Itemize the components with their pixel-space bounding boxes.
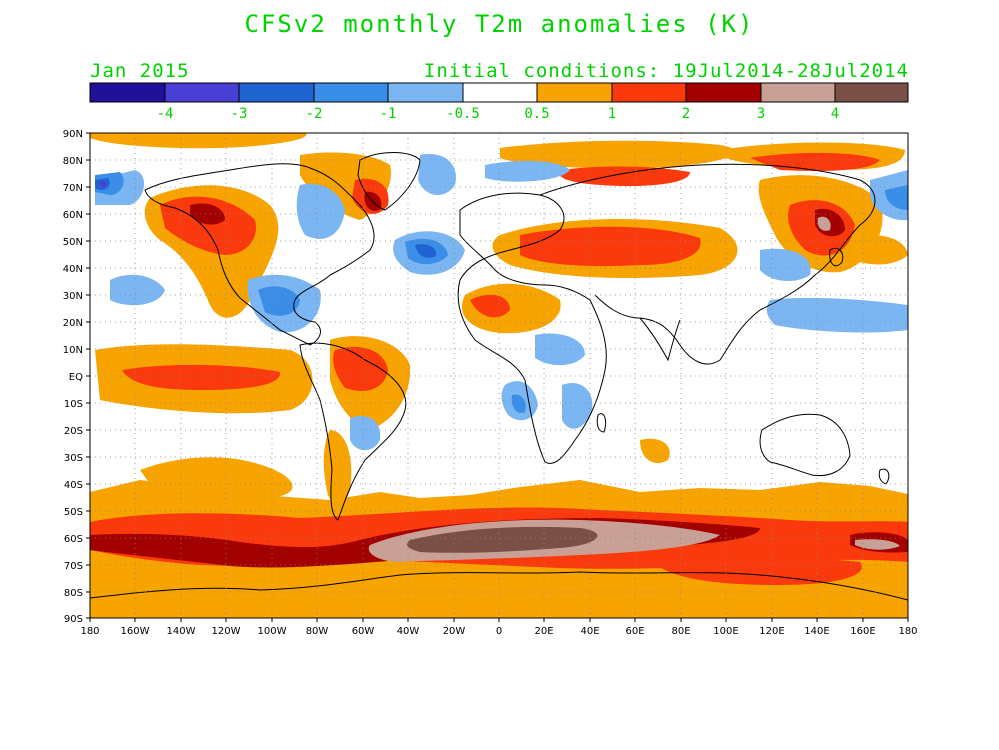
anomaly-violet-regions	[99, 181, 107, 188]
lon-label: 180	[898, 626, 917, 637]
colorbar-bin	[463, 83, 537, 102]
colorbar-bin	[90, 83, 165, 102]
anomaly-brown-regions	[368, 216, 900, 562]
lon-label: 160W	[121, 626, 150, 637]
map-title: CFSv2 monthly T2m anomalies (K)	[244, 10, 755, 38]
lon-label: 60W	[352, 626, 375, 637]
colorbar-bin	[761, 83, 835, 102]
lon-label: 120E	[759, 626, 784, 637]
lat-label: 80N	[63, 156, 83, 167]
colorbar-bin	[835, 83, 908, 102]
colorbar-bin	[314, 83, 388, 102]
forecast-month: Jan 2015	[90, 60, 190, 82]
lat-label: 20N	[63, 318, 83, 329]
map-panel	[90, 133, 908, 618]
lat-label: 20S	[64, 426, 83, 437]
lat-label: 10N	[63, 345, 83, 356]
colorbar-tick-label: -4	[157, 106, 174, 122]
lon-label: 100W	[258, 626, 287, 637]
lat-label: 60N	[63, 210, 83, 221]
colorbar: -4 -3 -2 -1 -0.5 0.5 1 2 3 4	[89, 82, 909, 122]
lon-label: 120W	[212, 626, 241, 637]
lon-label: 140E	[804, 626, 829, 637]
colorbar-bin	[612, 83, 686, 102]
lon-label: 20W	[443, 626, 466, 637]
lon-label: 40E	[580, 626, 599, 637]
lat-label: 70S	[64, 561, 83, 572]
lon-label: 160E	[850, 626, 875, 637]
colorbar-bin	[239, 83, 314, 102]
lon-label: 80E	[671, 626, 690, 637]
colorbar-tick-label: 0.5	[524, 106, 549, 122]
colorbar-tick-label: 3	[757, 106, 765, 122]
lon-label: 100E	[713, 626, 738, 637]
colorbar-tick-label: -1	[380, 106, 397, 122]
lon-label: 40W	[397, 626, 420, 637]
lat-label: 50S	[64, 507, 83, 518]
colorbar-tick-label: 1	[608, 106, 616, 122]
colorbar-bin	[686, 83, 761, 102]
lon-label: 20E	[534, 626, 553, 637]
colorbar-bin	[388, 83, 463, 102]
lat-label: 60S	[64, 534, 83, 545]
colorbar-bin	[165, 83, 239, 102]
axis-ticks	[86, 132, 909, 622]
coastlines	[90, 152, 908, 601]
map-grid	[90, 133, 908, 618]
lon-label: 80W	[306, 626, 329, 637]
lon-label: 180	[80, 626, 99, 637]
initial-conditions: Initial conditions: 19Jul2014-28Jul2014	[423, 60, 909, 82]
colorbar-tick-label: 4	[831, 106, 839, 122]
colorbar-bin	[537, 83, 612, 102]
colorbar-tick-label: -2	[306, 106, 323, 122]
lat-label: 50N	[63, 237, 83, 248]
colorbar-tick-label: 2	[682, 106, 690, 122]
lat-label: 40N	[63, 264, 83, 275]
lat-label: 80S	[64, 588, 83, 599]
lat-label: EQ	[69, 372, 83, 383]
lat-label: 90N	[63, 129, 83, 140]
lon-label: 140W	[167, 626, 196, 637]
lon-label: 60E	[625, 626, 644, 637]
lat-label: 30S	[64, 453, 83, 464]
lat-label: 90S	[64, 614, 83, 625]
lat-label: 30N	[63, 291, 83, 302]
lat-label: 70N	[63, 183, 83, 194]
lon-label: 0	[496, 626, 502, 637]
colorbar-tick-label: -0.5	[446, 106, 480, 122]
lat-label: 40S	[64, 480, 83, 491]
lat-label: 10S	[64, 399, 83, 410]
colorbar-tick-label: -3	[231, 106, 248, 122]
